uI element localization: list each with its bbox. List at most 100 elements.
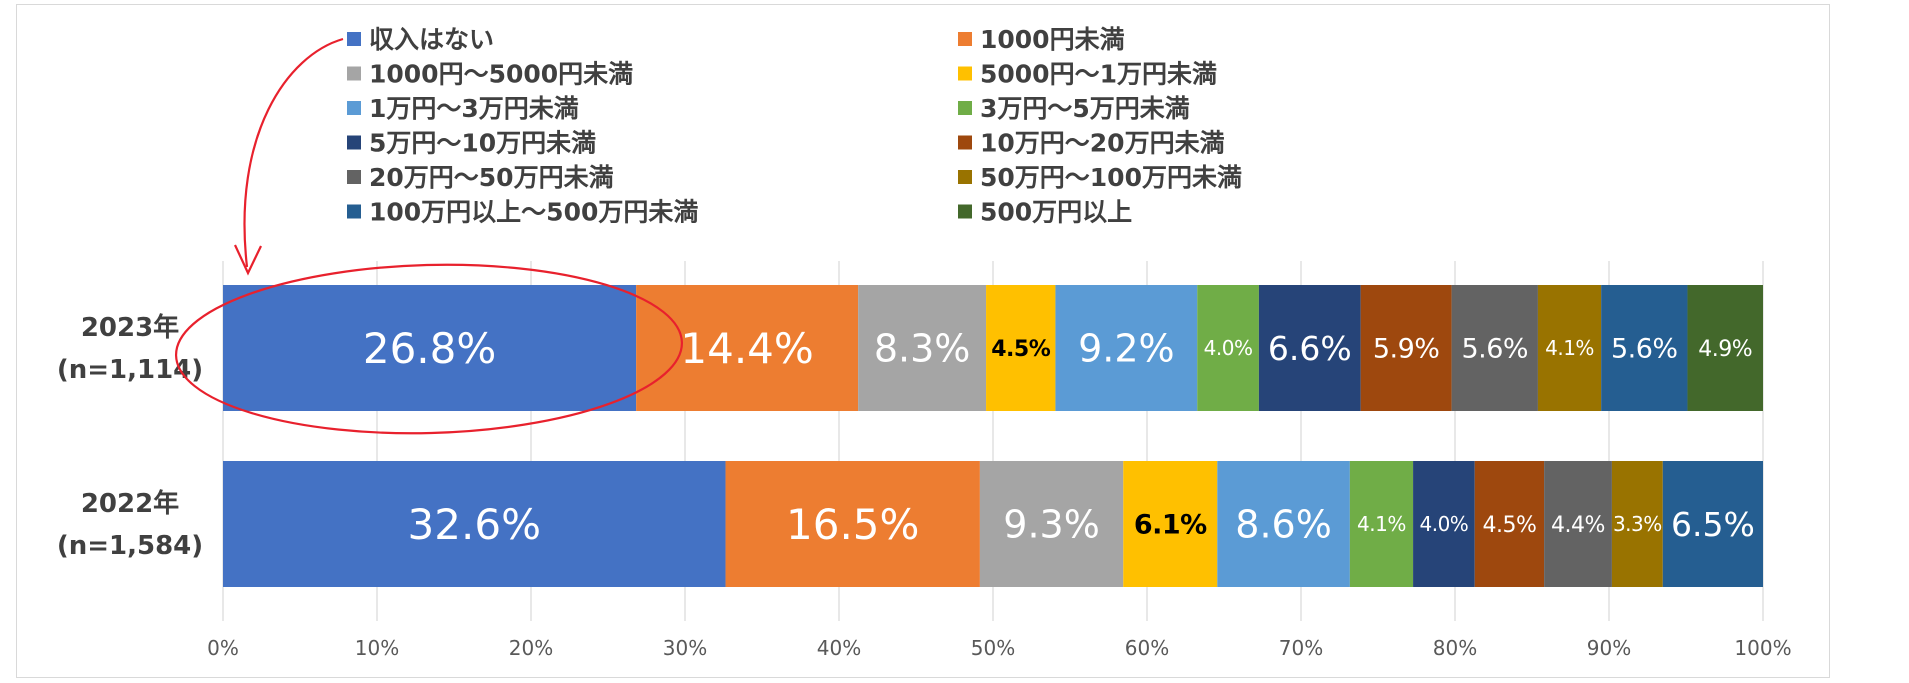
legend-label: 1000円〜5000円未満	[369, 60, 633, 89]
legend-swatch	[347, 101, 361, 115]
data-label: 4.0%	[1204, 336, 1253, 360]
legend-swatch	[347, 32, 361, 46]
legend-item: 50万円〜100万円未満	[958, 163, 1242, 192]
bar-segment	[1055, 285, 1198, 411]
legend-item: 5万円〜10万円未満	[347, 129, 596, 158]
data-label: 9.3%	[1003, 503, 1100, 547]
legend-label: 100万円以上〜500万円未満	[369, 198, 698, 227]
legend-swatch	[958, 101, 972, 115]
legend-item: 20万円〜50万円未満	[347, 163, 614, 192]
legend-label: 3万円〜5万円未満	[980, 94, 1190, 123]
bar-segment	[1474, 461, 1545, 587]
x-tick-label: 40%	[817, 636, 861, 660]
data-label: 16.5%	[786, 500, 919, 549]
bar-segment	[1601, 285, 1688, 411]
annotation-arrow	[243, 37, 344, 268]
legend-item: 3万円〜5万円未満	[958, 94, 1190, 123]
chart-frame: 0% 10% 20% 30% 40% 50% 60% 70% 80% 90% 100% 収入はない 1…	[16, 4, 1830, 678]
legend-label: 収入はない	[369, 25, 494, 54]
bar-segment	[1413, 461, 1475, 587]
data-label: 6.5%	[1671, 505, 1755, 544]
data-label: 4.1%	[1545, 336, 1594, 360]
legend-swatch	[958, 32, 972, 46]
legend-swatch	[958, 204, 972, 219]
data-label: 5.6%	[1611, 334, 1678, 365]
bar-segment	[223, 461, 726, 587]
category-label-line2: (n=1,584)	[57, 531, 203, 561]
bar-segment	[858, 285, 987, 411]
data-label: 8.3%	[874, 327, 971, 371]
bar-segment	[636, 285, 859, 411]
data-label: 3.3%	[1613, 512, 1662, 536]
legend-item: 収入はない	[347, 25, 494, 54]
data-label: 6.6%	[1268, 329, 1352, 368]
bar-segment	[1687, 285, 1763, 411]
legend-label: 1000円未満	[980, 25, 1125, 54]
data-label: 26.8%	[363, 324, 496, 373]
category-label: 2023年 (n=1,114)	[57, 312, 203, 385]
legend-item: 1万円〜3万円未満	[347, 94, 579, 123]
bar-segment	[1662, 461, 1763, 587]
legend-label: 1万円〜3万円未満	[369, 94, 579, 123]
bar-segment	[725, 461, 980, 587]
bar-segment	[1537, 285, 1602, 411]
legend-swatch	[347, 204, 361, 219]
category-label-line1: 2023年	[81, 312, 179, 343]
bar-segment	[1217, 461, 1350, 587]
legend-item: 500万円以上	[958, 198, 1132, 227]
data-label: 14.4%	[680, 324, 813, 373]
x-tick-label: 80%	[1433, 636, 1477, 660]
data-label: 8.6%	[1235, 503, 1332, 547]
legend-swatch	[958, 66, 972, 81]
legend-item: 1000円〜5000円未満	[347, 60, 633, 89]
bar-segment	[1197, 285, 1259, 411]
category-label-line1: 2022年	[81, 488, 179, 519]
data-label: 4.5%	[1482, 513, 1536, 538]
legend-swatch	[958, 135, 972, 150]
legend-swatch	[347, 135, 361, 150]
bar-segment	[1349, 461, 1414, 587]
bar-segment	[979, 461, 1124, 587]
category-label: 2022年 (n=1,584)	[57, 488, 203, 561]
data-label: 6.1%	[1134, 510, 1207, 541]
data-label: 4.0%	[1419, 512, 1468, 536]
bar-segment	[986, 285, 1056, 411]
legend-label: 5000円〜1万円未満	[980, 60, 1217, 89]
legend-item: 5000円〜1万円未満	[958, 60, 1217, 89]
bar-segment	[1611, 461, 1663, 587]
stacked-bar-chart: 0% 10% 20% 30% 40% 50% 60% 70% 80% 90% 100% 収入はない 1…	[57, 25, 1792, 660]
legend: 収入はない 1000円未満 1000円〜5000円未満 5000円〜1万円未満 1万円〜…	[347, 25, 1242, 227]
highlight-ellipse	[174, 263, 684, 435]
data-label: 32.6%	[408, 500, 541, 549]
x-axis-ticks: 0% 10% 20% 30% 40% 50% 60% 70% 80% 90% 100%	[207, 636, 1791, 660]
legend-label: 20万円〜50万円未満	[369, 163, 614, 192]
bar-segment	[1544, 461, 1612, 587]
x-tick-label: 90%	[1587, 636, 1631, 660]
legend-swatch	[958, 170, 972, 184]
annotation	[174, 37, 684, 435]
x-tick-label: 0%	[207, 636, 239, 660]
bar-segment	[1360, 285, 1452, 411]
bar-segment	[1123, 461, 1218, 587]
bar-segment	[1258, 285, 1361, 411]
data-label: 5.6%	[1461, 334, 1528, 365]
data-label: 4.9%	[1698, 337, 1752, 362]
x-tick-label: 60%	[1125, 636, 1169, 660]
data-label: 4.5%	[991, 337, 1050, 362]
x-tick-label: 20%	[509, 636, 553, 660]
legend-item: 10万円〜20万円未満	[958, 129, 1225, 158]
x-tick-label: 30%	[663, 636, 707, 660]
x-tick-label: 50%	[971, 636, 1015, 660]
data-label: 4.1%	[1357, 512, 1406, 536]
category-label-line2: (n=1,114)	[57, 355, 203, 385]
category-labels: 2023年 (n=1,114) 2022年 (n=1,584)	[57, 312, 203, 561]
x-tick-label: 100%	[1734, 636, 1791, 660]
data-label: 9.2%	[1078, 327, 1175, 371]
bar-segment	[1451, 285, 1538, 411]
legend-label: 500万円以上	[980, 198, 1132, 227]
legend-label: 10万円〜20万円未満	[980, 129, 1225, 158]
bar-segment	[223, 285, 637, 411]
data-label: 4.4%	[1551, 513, 1605, 538]
legend-label: 5万円〜10万円未満	[369, 129, 596, 158]
x-tick-label: 70%	[1279, 636, 1323, 660]
